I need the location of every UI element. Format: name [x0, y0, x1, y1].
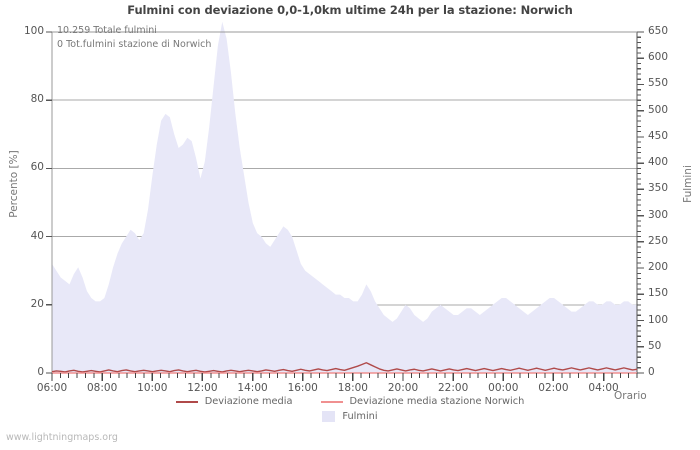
legend-swatch-box-icon	[322, 411, 336, 422]
legend-item-fulmini: Fulmini	[322, 411, 378, 422]
x-axis-tick-label: 06:00	[36, 382, 68, 394]
watermark: www.lightningmaps.org	[6, 432, 118, 443]
fulmini-area	[52, 21, 637, 374]
legend-swatch-line-icon	[320, 400, 343, 403]
y-axis-left-tick-label: 80	[30, 93, 44, 106]
legend-row-bottom: Fulmini	[0, 409, 700, 424]
x-axis-tick-label: 18:00	[337, 382, 368, 394]
y-axis-right-tick-label: 500	[648, 103, 669, 116]
legend-swatch-line-icon	[175, 400, 198, 403]
y-axis-right-tick-label: 50	[648, 339, 662, 352]
y-axis-left-tick-label: 60	[30, 161, 44, 174]
legend-label: Deviazione media stazione Norwich	[349, 396, 525, 407]
y-axis-left-tick-label: 0	[37, 366, 44, 378]
y-axis-right-tick-label: 600	[648, 51, 669, 64]
x-axis-tick-label: 22:00	[438, 382, 469, 394]
y-axis-left-tick-label: 20	[30, 297, 44, 310]
y-axis-right-tick-label: 150	[648, 287, 669, 300]
chart-title: Fulmini con deviazione 0,0-1,0km ultime …	[127, 3, 573, 17]
x-axis-title: Orario	[614, 390, 647, 402]
y-axis-right-tick-label: 300	[648, 208, 669, 221]
x-axis-tick-label: 20:00	[387, 382, 419, 394]
y-axis-right-tick-label: 100	[648, 313, 669, 326]
y-axis-right-tick-label: 350	[648, 182, 669, 195]
y-axis-right-tick-label: 0	[648, 366, 655, 378]
x-axis-tick-label: 08:00	[87, 382, 118, 394]
x-axis-tick-label: 02:00	[538, 382, 569, 394]
y-axis-right-tick-label: 200	[648, 261, 669, 274]
y-axis-right-tick-label: 400	[648, 156, 669, 169]
y-axis-left-tick-label: 100	[23, 25, 44, 37]
x-axis-tick-label: 16:00	[287, 382, 318, 394]
x-axis-tick-label: 12:00	[187, 382, 218, 394]
legend-item-deviazione-media: Deviazione media	[175, 396, 293, 407]
y-axis-right-tick-label: 450	[648, 129, 669, 142]
y-axis-right-tick-label: 650	[648, 25, 669, 37]
chart-legend: Deviazione media Deviazione media stazio…	[0, 394, 700, 424]
legend-item-deviazione-media-stazione: Deviazione media stazione Norwich	[320, 396, 525, 407]
legend-label: Deviazione media	[204, 396, 293, 407]
x-axis-tick-label: 14:00	[237, 382, 268, 394]
x-axis-tick-label: 00:00	[488, 382, 519, 394]
y-axis-right-tick-label: 550	[648, 77, 669, 90]
x-axis-tick-label: 10:00	[137, 382, 168, 394]
annotation-total-fulmini: 10.259 Totale fulmini	[57, 25, 157, 36]
legend-row-top: Deviazione media Deviazione media stazio…	[0, 394, 700, 409]
legend-label: Fulmini	[342, 411, 378, 422]
deviazione-media-line	[51, 362, 638, 373]
y-axis-right-tick-label: 250	[648, 234, 669, 247]
x-axis-tick-label: 04:00	[588, 382, 619, 394]
y-axis-left-tick-label: 40	[30, 229, 44, 242]
annotation-station-fulmini: 0 Tot.fulmini stazione di Norwich	[57, 38, 212, 50]
chart-annotations: 10.259 Totale fulmini 0 Tot.fulmini staz…	[57, 24, 211, 51]
